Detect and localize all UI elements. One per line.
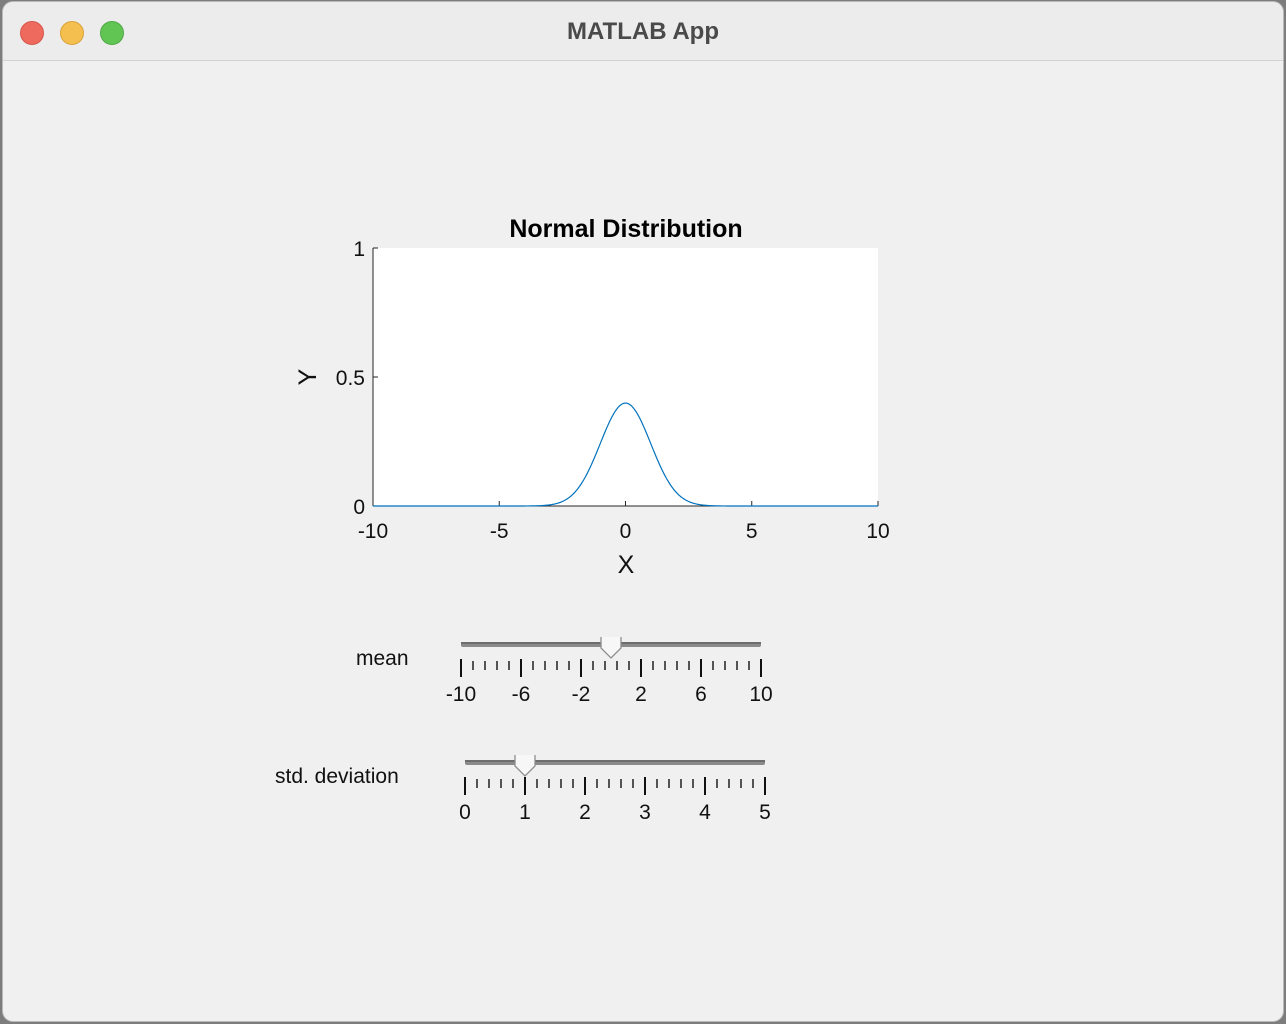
- mean-slider-tick-label: -2: [572, 683, 591, 706]
- mean-slider-tick-label: -6: [512, 683, 531, 706]
- mean-slider-thumb[interactable]: [600, 637, 622, 659]
- mean-slider-tick-label: 6: [695, 683, 707, 706]
- mean-label: mean: [356, 647, 409, 670]
- x-tick-label: -10: [358, 520, 388, 543]
- std-slider-tick-label: 0: [459, 801, 471, 824]
- title-bar: MATLAB App: [3, 2, 1283, 61]
- mean-slider-tick-label: 2: [635, 683, 647, 706]
- normal-distribution-chart: Normal Distribution -10 -5 0 5 10 0 0.5 1 X Y: [294, 215, 890, 579]
- window-title: MATLAB App: [567, 18, 719, 45]
- std-slider-tick-label: 3: [639, 801, 651, 824]
- x-tick-label: 5: [746, 520, 758, 543]
- app-content: Normal Distribution -10 -5 0 5 10 0 0.5 1 X Y m…: [3, 61, 1283, 1021]
- mean-slider[interactable]: -10 -6 -2 2 6 10: [433, 637, 793, 727]
- std-slider-tick-label: 5: [759, 801, 771, 824]
- close-window-button[interactable]: [20, 21, 44, 45]
- y-tick-label: 1: [353, 238, 365, 261]
- std-slider-thumb[interactable]: [514, 755, 536, 777]
- maximize-window-button[interactable]: [100, 21, 124, 45]
- std-slider-tick-label: 2: [579, 801, 591, 824]
- plot-area: [373, 248, 878, 506]
- normal-pdf-line: [373, 402, 878, 507]
- chart-title: Normal Distribution: [509, 215, 742, 243]
- x-tick-label: 10: [866, 520, 889, 543]
- axis-ticks: -10 -5 0 5 10 0 0.5 1: [336, 238, 890, 543]
- std-deviation-slider[interactable]: 0 1 2 3 4 5: [437, 755, 797, 845]
- std-deviation-label: std. deviation: [275, 765, 399, 788]
- x-axis-label: X: [618, 551, 635, 579]
- std-slider-tick-label: 4: [699, 801, 711, 824]
- y-tick-label: 0: [353, 496, 365, 519]
- mean-slider-tick-label: -10: [446, 683, 476, 706]
- y-axis-label: Y: [294, 368, 322, 385]
- x-tick-label: 0: [620, 520, 632, 543]
- mean-slider-tick-label: 10: [749, 683, 772, 706]
- y-tick-label: 0.5: [336, 367, 365, 390]
- minimize-window-button[interactable]: [60, 21, 84, 45]
- std-slider-track-highlight: [465, 760, 765, 762]
- x-tick-label: -5: [490, 520, 509, 543]
- std-slider-tick-label: 1: [519, 801, 531, 824]
- app-window: MATLAB App Normal Distribution -10 -5 0 5 10…: [3, 2, 1283, 1021]
